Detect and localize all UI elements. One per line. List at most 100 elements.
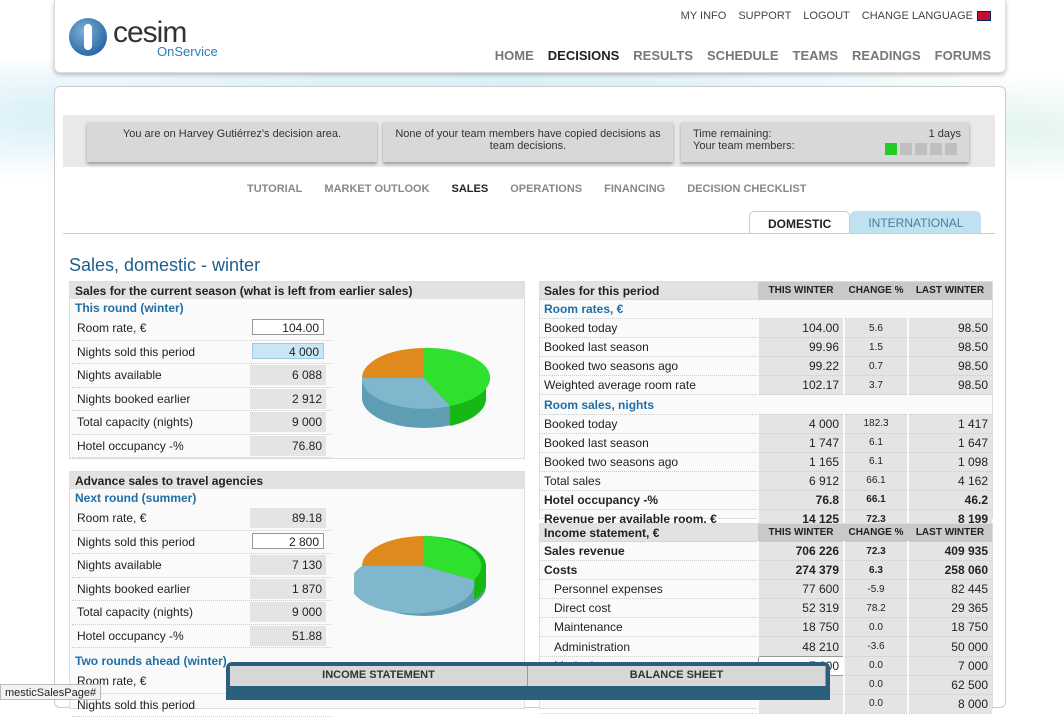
nav-decisions[interactable]: DECISIONS — [548, 48, 620, 63]
copied-decisions-notice: None of your team members have copied de… — [383, 122, 673, 162]
info-bar: You are on Harvey Gutiérrez's decision a… — [63, 115, 995, 167]
cesim-logo[interactable]: cesim OnService — [69, 16, 229, 60]
row-value: 6 088 — [250, 365, 326, 385]
cell: 182.3 — [844, 414, 908, 433]
cell: 1 165 — [758, 452, 844, 471]
member-status-icon — [885, 143, 897, 155]
subnav-financing[interactable]: FINANCING — [604, 183, 665, 195]
cell: 52 319 — [758, 599, 844, 618]
row-label: Room rate, € — [77, 511, 146, 525]
room-rate-row: Room rate, €104.00 — [72, 317, 332, 341]
cell: 0.0 — [844, 694, 908, 713]
section-row: Room rates, € — [540, 300, 992, 319]
cell: 4 162 — [908, 471, 992, 490]
cell: 706 226 — [758, 542, 844, 561]
tab-domestic[interactable]: DOMESTIC — [749, 211, 850, 233]
row-label: Nights booked earlier — [77, 392, 190, 406]
occupancy-pie-chart — [354, 340, 494, 430]
subnav-tutorial[interactable]: TUTORIAL — [247, 183, 302, 195]
col-this-winter: THIS WINTER — [758, 282, 844, 300]
cell: 18 750 — [908, 618, 992, 637]
row-label: Maintenance — [540, 618, 758, 637]
nav-home[interactable]: HOME — [495, 48, 534, 63]
main-nav: HOME DECISIONS RESULTS SCHEDULE TEAMS RE… — [495, 48, 991, 63]
pie-slice-booked — [362, 348, 424, 378]
cell: 78.2 — [844, 599, 908, 618]
cell: 274 379 — [758, 561, 844, 580]
subnav-decision-checklist[interactable]: DECISION CHECKLIST — [687, 183, 806, 195]
support-link[interactable]: SUPPORT — [738, 10, 791, 22]
row-label: Total capacity (nights) — [77, 415, 193, 429]
col-change: CHANGE % — [844, 524, 908, 542]
row-label: Total sales — [540, 471, 758, 490]
room-rate-input[interactable]: 104.00 — [252, 319, 324, 335]
cell: 102.17 — [758, 376, 844, 395]
tab-international[interactable]: INTERNATIONAL — [850, 211, 981, 233]
col-this-winter: THIS WINTER — [758, 524, 844, 542]
report-buttons: INCOME STATEMENT BALANCE SHEET — [230, 666, 826, 686]
current-round-subheader: This round (winter) — [70, 299, 524, 317]
balance-sheet-button[interactable]: BALANCE SHEET — [528, 666, 826, 686]
cell: 6 912 — [758, 471, 844, 490]
sales-period-panel: Sales for this period THIS WINTER CHANGE… — [539, 281, 993, 519]
nights-sold-input[interactable]: 4 000 — [252, 343, 324, 359]
advance-nights-sold-input[interactable]: 2 800 — [252, 533, 324, 549]
cell: 3.7 — [844, 376, 908, 395]
row-label: Direct cost — [540, 599, 758, 618]
logo-sub: OnService — [157, 44, 218, 59]
cell: 258 060 — [908, 561, 992, 580]
cell: 29 365 — [908, 599, 992, 618]
subnav-sales[interactable]: SALES — [452, 183, 489, 195]
market-tabs: DOMESTIC INTERNATIONAL — [749, 211, 981, 233]
nav-results[interactable]: RESULTS — [633, 48, 693, 63]
decision-page: You are on Harvey Gutiérrez's decision a… — [54, 86, 1006, 708]
row-value: 9 000 — [250, 412, 326, 432]
decision-subnav: TUTORIAL MARKET OUTLOOK SALES OPERATIONS… — [247, 183, 806, 195]
sales-period-header: Sales for this period — [540, 282, 758, 300]
income-statement-header: Income statement, € — [540, 524, 758, 542]
income-statement-button[interactable]: INCOME STATEMENT — [230, 666, 528, 686]
total-capacity-row: Total capacity (nights) 9 000 — [72, 411, 332, 435]
row-label: Weighted average room rate — [540, 376, 758, 395]
nav-readings[interactable]: READINGS — [852, 48, 921, 63]
next-round-subheader: Next round (summer) — [70, 489, 524, 507]
change-language-link[interactable]: CHANGE LANGUAGE — [862, 10, 991, 22]
cell: 82 445 — [908, 580, 992, 599]
nav-schedule[interactable]: SCHEDULE — [707, 48, 779, 63]
cell: 99.22 — [758, 357, 844, 376]
subnav-operations[interactable]: OPERATIONS — [510, 183, 582, 195]
cell: 98.50 — [908, 338, 992, 357]
row-label: Personnel expenses — [540, 580, 758, 599]
cell: 18 750 — [758, 618, 844, 637]
row-label: Sales revenue — [540, 542, 758, 561]
my-info-link[interactable]: MY INFO — [681, 10, 727, 22]
nav-forums[interactable]: FORUMS — [935, 48, 991, 63]
cell: 104.00 — [758, 319, 844, 338]
advance-sales-header: Advance sales to travel agencies — [70, 472, 524, 489]
subnav-market-outlook[interactable]: MARKET OUTLOOK — [324, 183, 429, 195]
row-value: 1 870 — [250, 579, 326, 599]
cell: 4 000 — [758, 414, 844, 433]
cell: 1 747 — [758, 433, 844, 452]
nav-teams[interactable]: TEAMS — [793, 48, 839, 63]
row-label: Booked today — [540, 414, 758, 433]
logout-link[interactable]: LOGOUT — [803, 10, 849, 22]
cell: 5.6 — [844, 319, 908, 338]
page-title: Sales, domestic - winter — [69, 255, 260, 276]
